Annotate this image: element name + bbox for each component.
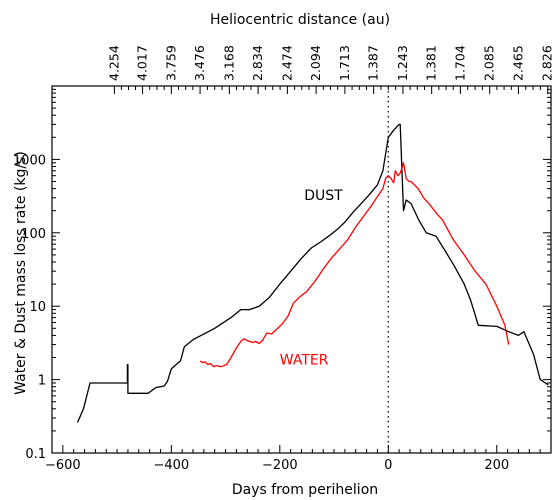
- axes-layer: −600 −400 −200 0 200 4.254 4.017 3.759 3.476 3.16…: [13, 45, 554, 473]
- series-layer: DUST WATER: [76, 86, 549, 453]
- top-tick-label: 2.826: [540, 45, 554, 81]
- x-tick-label: 0: [384, 458, 392, 473]
- top-tick-label: 1.713: [337, 45, 352, 81]
- top-axis-title: Heliocentric distance (au): [210, 12, 390, 28]
- plot-area: [51, 85, 552, 454]
- y-axis-title: Water & Dust mass loss rate (kg/s): [13, 151, 29, 395]
- y-tick-label: 10: [29, 300, 46, 315]
- y-tick-label: 100: [21, 227, 46, 242]
- top-tick-label: 1.243: [395, 45, 410, 81]
- x-tick-label: −200: [262, 458, 298, 473]
- top-tick-label: 1.387: [366, 45, 381, 81]
- series-line-dust: [76, 123, 549, 423]
- top-tick-label: 2.474: [279, 45, 294, 81]
- top-tick-label: 3.168: [221, 45, 236, 81]
- top-tick-label: 1.704: [452, 45, 467, 81]
- top-tick-label: 2.085: [482, 45, 497, 81]
- x-axis-title: Days from perihelion: [232, 482, 378, 498]
- top-tick-label: 2.834: [250, 45, 265, 81]
- series-line-water: [199, 162, 510, 368]
- x-tick-label: 200: [484, 458, 509, 473]
- top-tick-label: 3.759: [163, 45, 178, 81]
- top-tick-label: 3.476: [192, 45, 207, 81]
- y-tick-label: 0.1: [25, 447, 46, 462]
- x-tick-label: −600: [45, 458, 81, 473]
- top-tick-label: 2.465: [510, 45, 525, 81]
- top-tick-label: 1.381: [424, 45, 439, 81]
- top-tick-label: 4.254: [106, 45, 121, 81]
- x-tick-label: −400: [153, 458, 189, 473]
- top-tick-label: 2.094: [308, 45, 323, 81]
- plot-frame: [51, 85, 552, 454]
- y-tick-label: 1000: [13, 153, 46, 168]
- series-label-dust: DUST: [304, 188, 343, 204]
- y-tick-label: 1: [38, 374, 46, 389]
- top-tick-label: 4.017: [135, 45, 150, 81]
- series-label-water: WATER: [280, 353, 329, 369]
